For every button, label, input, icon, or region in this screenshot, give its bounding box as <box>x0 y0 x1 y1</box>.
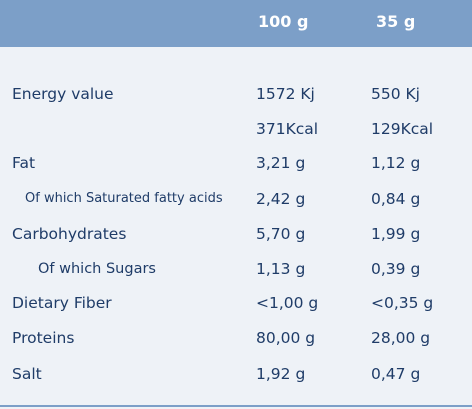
row-label: Dietary Fiber <box>12 294 112 312</box>
column-header: 35 g <box>376 12 416 31</box>
bottom-rule <box>0 405 472 407</box>
row-label: Fat <box>12 154 36 172</box>
row-label: Salt <box>12 365 42 383</box>
cell: 1,99 g <box>371 225 421 243</box>
row-label: Proteins <box>12 329 75 347</box>
cell: 550 Kj <box>371 85 420 103</box>
cell: 2,42 g <box>256 190 306 208</box>
cell: 1,92 g <box>256 365 306 383</box>
row-label: Energy value <box>12 85 114 103</box>
cell: <0,35 g <box>371 294 434 312</box>
cell: 5,70 g <box>256 225 306 243</box>
cell: 1,12 g <box>371 154 421 172</box>
cell: 0,47 g <box>371 365 421 383</box>
column-header: 100 g <box>258 12 309 31</box>
cell: 80,00 g <box>256 329 316 347</box>
cell: 1,13 g <box>256 260 306 278</box>
cell: 3,21 g <box>256 154 306 172</box>
header-bar: 100 g 35 g <box>0 0 472 47</box>
cell: 1572 Kj <box>256 85 315 103</box>
cell: 0,84 g <box>371 190 421 208</box>
cell: <1,00 g <box>256 294 319 312</box>
cell: 28,00 g <box>371 329 431 347</box>
row-label: Carbohydrates <box>12 225 127 243</box>
row-label: Of which Sugars <box>38 261 156 277</box>
cell: 129Kcal <box>371 120 434 138</box>
cell: 371Kcal <box>256 120 319 138</box>
cell: 0,39 g <box>371 260 421 278</box>
row-label: Of which Saturated fatty acids <box>25 191 223 206</box>
